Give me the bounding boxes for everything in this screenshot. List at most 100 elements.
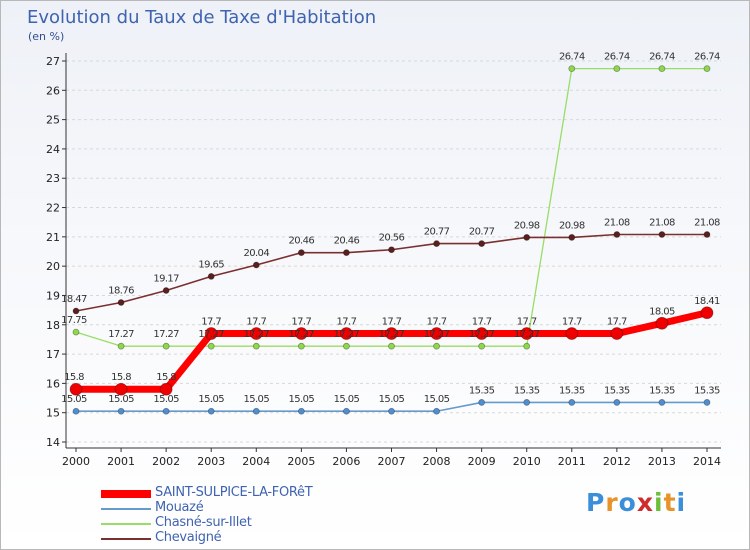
data-point xyxy=(388,246,395,254)
logo-letter: P xyxy=(586,488,606,517)
data-label: 17.7 xyxy=(336,317,356,328)
data-point xyxy=(658,231,666,238)
data-label: 20.04 xyxy=(243,248,269,259)
legend-label: SAINT-SULPICE-LA-FORêT xyxy=(155,485,313,500)
data-label: 15.35 xyxy=(514,385,540,396)
data-point xyxy=(162,287,170,294)
data-label: 17.27 xyxy=(243,329,269,340)
data-label: 15.35 xyxy=(559,385,585,396)
data-label: 20.98 xyxy=(514,220,540,231)
data-point xyxy=(475,327,489,340)
x-tick-label: 2005 xyxy=(287,455,315,468)
x-tick-label: 2000 xyxy=(62,455,90,468)
x-tick-label: 2002 xyxy=(152,455,180,468)
data-label: 15.35 xyxy=(694,385,720,396)
proxiti-logo: Proxiti xyxy=(586,488,686,517)
data-point xyxy=(72,307,80,315)
x-tick-label: 2001 xyxy=(107,455,135,468)
data-point xyxy=(297,249,305,257)
data-point xyxy=(568,399,576,406)
data-point xyxy=(478,399,486,406)
data-point xyxy=(568,65,576,73)
data-point xyxy=(343,342,350,350)
x-tick-label: 2008 xyxy=(423,455,451,468)
data-point xyxy=(478,342,486,350)
data-label: 17.7 xyxy=(427,317,447,328)
data-point xyxy=(613,399,621,406)
x-tick-label: 2006 xyxy=(332,455,360,468)
y-tick-label: 25 xyxy=(46,114,60,127)
data-point xyxy=(433,240,440,247)
data-point xyxy=(610,327,624,340)
data-point xyxy=(568,234,576,241)
data-label: 18.47 xyxy=(61,294,87,305)
y-tick-label: 19 xyxy=(46,289,60,302)
data-label: 21.08 xyxy=(694,218,720,229)
x-tick-label: 2010 xyxy=(513,455,541,468)
data-point xyxy=(117,299,125,306)
y-tick-label: 23 xyxy=(46,172,60,185)
data-point xyxy=(343,407,350,415)
data-point xyxy=(162,407,170,415)
y-tick-label: 18 xyxy=(46,319,60,332)
data-point xyxy=(297,407,305,415)
data-label: 15.8 xyxy=(156,372,176,383)
data-label: 17.7 xyxy=(517,317,537,328)
data-label: 17.7 xyxy=(562,317,582,328)
logo-letter: o xyxy=(618,488,637,517)
data-point xyxy=(117,342,125,350)
y-tick-label: 21 xyxy=(46,231,60,244)
y-tick-label: 26 xyxy=(46,84,60,97)
data-label: 17.75 xyxy=(61,315,87,326)
logo-letter: t xyxy=(663,488,677,517)
data-label: 17.7 xyxy=(246,317,266,328)
data-label: 15.05 xyxy=(379,394,405,405)
x-tick-label: 2003 xyxy=(197,455,225,468)
y-tick-label: 14 xyxy=(46,436,60,449)
data-label: 15.05 xyxy=(108,394,134,405)
data-point xyxy=(204,327,218,340)
data-point xyxy=(523,234,531,241)
data-label: 17.7 xyxy=(291,317,311,328)
data-point xyxy=(340,327,353,340)
logo-letter: i xyxy=(676,488,687,517)
data-label: 17.27 xyxy=(469,329,495,340)
data-point xyxy=(72,407,80,415)
legend-label: Mouazé xyxy=(155,500,204,515)
legend-label: Chevaigné xyxy=(155,530,222,545)
data-label: 26.74 xyxy=(604,52,630,63)
y-tick-label: 22 xyxy=(46,202,60,215)
data-point xyxy=(700,306,714,320)
data-label: 17.27 xyxy=(379,329,405,340)
y-tick-label: 15 xyxy=(46,407,60,420)
data-label: 15.05 xyxy=(153,394,179,405)
legend-swatch xyxy=(101,508,151,510)
data-point xyxy=(207,342,215,350)
x-tick-label: 2014 xyxy=(693,455,721,468)
data-label: 21.08 xyxy=(604,218,630,229)
data-label: 17.7 xyxy=(472,317,492,328)
data-label: 19.65 xyxy=(198,259,224,270)
data-point xyxy=(252,342,260,350)
data-label: 20.56 xyxy=(379,233,405,244)
data-point xyxy=(388,342,395,350)
x-tick-label: 2011 xyxy=(558,455,586,468)
data-point xyxy=(207,407,215,415)
logo-letter: r xyxy=(605,488,619,517)
x-tick-label: 2012 xyxy=(603,455,631,468)
data-label: 17.27 xyxy=(424,329,450,340)
unit-label: (en %) xyxy=(28,30,65,43)
data-label: 15.8 xyxy=(111,372,131,383)
data-point xyxy=(297,342,305,350)
logo-letter: x xyxy=(636,488,654,517)
x-tick-label: 2004 xyxy=(242,455,270,468)
data-point xyxy=(520,327,534,340)
data-label: 15.35 xyxy=(469,385,495,396)
legend-swatch xyxy=(101,523,151,525)
data-label: 18.41 xyxy=(694,296,720,307)
logo-letter: i xyxy=(654,488,664,517)
data-point xyxy=(114,382,128,396)
data-label: 17.27 xyxy=(198,329,224,340)
data-label: 19.17 xyxy=(153,273,179,284)
